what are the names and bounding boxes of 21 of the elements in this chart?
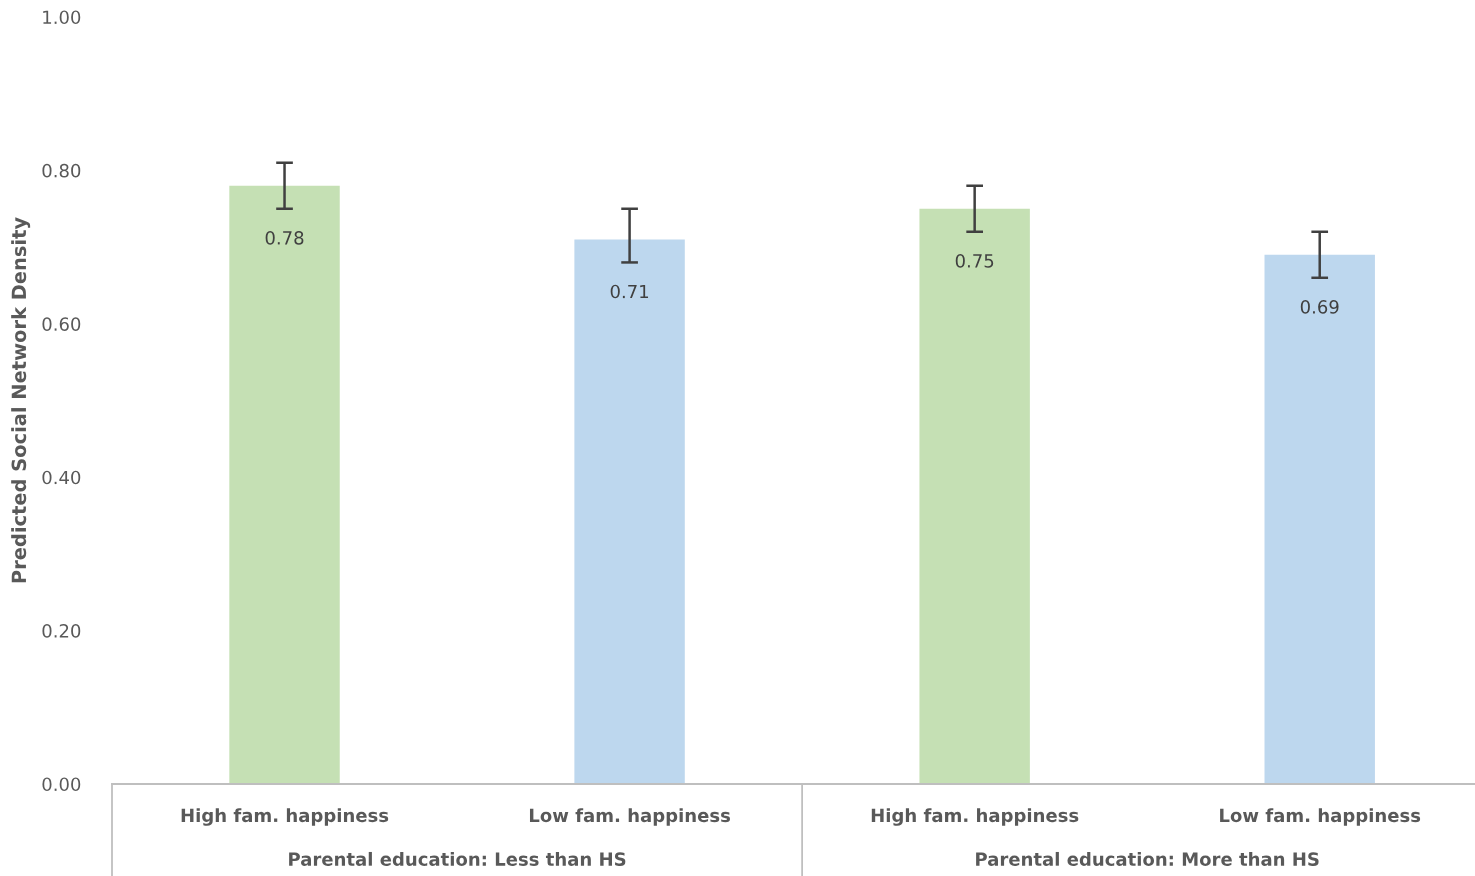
x-tick-label: Low fam. happiness	[529, 808, 731, 826]
bar	[1264, 254, 1375, 784]
y-tick-label: 0.20	[42, 624, 81, 638]
y-tick-label: 0.60	[42, 317, 81, 331]
x-tick-label: Low fam. happiness	[1220, 808, 1421, 826]
bar	[229, 185, 340, 784]
bar	[919, 208, 1030, 784]
data-label: 0.69	[1300, 300, 1339, 314]
y-axis-title: Predicted Social Network Density	[11, 217, 31, 583]
y-tick-label: 0.40	[42, 470, 81, 485]
text: Parental education: More than HS	[976, 851, 1319, 866]
y-tick-label: 0.00	[42, 777, 81, 792]
y-tick-label: 0.80	[42, 163, 81, 178]
x-tick-label: High fam. happiness	[181, 808, 389, 826]
text: Parental education: Less than HS	[289, 851, 626, 866]
data-label: 0.78	[265, 231, 304, 245]
data-label: 0.75	[955, 254, 994, 268]
bar	[574, 239, 685, 784]
x-tick-label: High fam. happiness	[871, 808, 1079, 826]
y-tick-label: 1.00	[43, 10, 81, 25]
data-label: 0.71	[610, 284, 649, 299]
